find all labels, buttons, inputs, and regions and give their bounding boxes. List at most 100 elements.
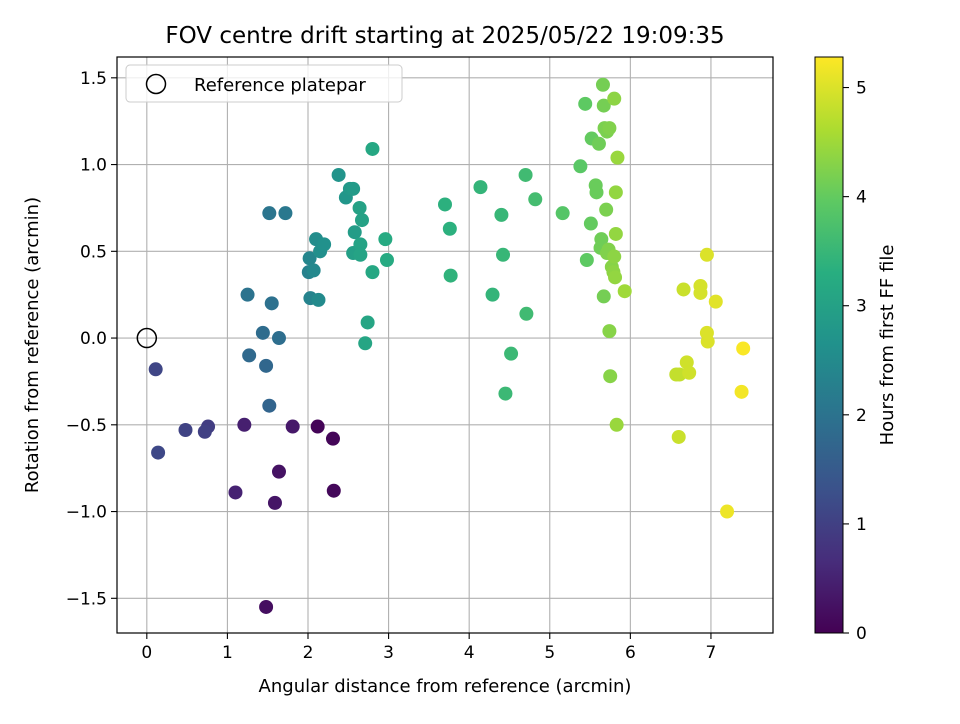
- colorbar-tick-label: 3: [856, 297, 867, 317]
- y-tick-label: −1.5: [66, 589, 107, 609]
- legend-label: Reference platepar: [194, 75, 366, 96]
- data-point: [473, 180, 488, 195]
- data-point: [608, 226, 623, 241]
- data-point: [607, 249, 622, 264]
- data-point: [555, 206, 570, 221]
- data-point: [310, 419, 325, 434]
- data-point: [599, 202, 614, 217]
- data-point: [360, 315, 375, 330]
- data-point: [285, 419, 300, 434]
- data-point: [148, 362, 163, 377]
- data-point: [259, 358, 274, 373]
- data-point: [589, 185, 604, 200]
- data-point: [573, 159, 588, 174]
- data-point: [504, 346, 519, 361]
- data-point: [603, 369, 618, 384]
- data-point: [583, 216, 598, 231]
- data-point: [317, 237, 332, 252]
- data-point: [311, 292, 326, 307]
- data-point: [578, 96, 593, 111]
- data-point: [151, 445, 166, 460]
- data-point: [353, 247, 368, 262]
- data-point: [602, 121, 617, 136]
- data-point: [354, 213, 369, 228]
- data-point: [264, 296, 279, 311]
- y-axis-title: Rotation from reference (arcmin): [22, 197, 43, 493]
- data-point: [519, 306, 534, 321]
- data-point: [494, 207, 509, 222]
- data-point: [331, 167, 346, 182]
- data-point: [700, 334, 715, 349]
- x-tick-label: 7: [706, 643, 717, 663]
- data-point: [237, 417, 252, 432]
- reference-platepar-marker: [136, 327, 158, 349]
- data-point: [607, 91, 622, 106]
- data-point: [228, 485, 243, 500]
- data-point: [609, 417, 624, 432]
- data-point: [278, 206, 293, 221]
- data-point: [178, 423, 193, 438]
- y-axis-label: Rotation from reference (arcmin): [22, 197, 43, 493]
- data-point: [699, 247, 714, 262]
- data-point: [325, 431, 340, 446]
- data-point: [671, 429, 686, 444]
- data-point: [608, 270, 623, 285]
- data-point: [306, 263, 321, 278]
- data-point: [579, 252, 594, 267]
- colorbar-tick-label: 4: [856, 188, 867, 208]
- data-point: [267, 495, 282, 510]
- data-point: [594, 232, 609, 247]
- data-point: [617, 284, 632, 299]
- data-point: [734, 384, 749, 399]
- colorbar-tick-label: 0: [856, 624, 867, 644]
- colorbar-ticks: 0 1 2 3 4 5: [843, 79, 867, 644]
- data-point: [443, 268, 458, 283]
- data-point: [518, 167, 533, 182]
- colorbar: 0 1 2 3 4 5 Hours from first FF file: [814, 56, 898, 644]
- y-tick-label: 1.5: [80, 69, 107, 89]
- x-tick-label: 3: [383, 643, 394, 663]
- y-tick-label: −0.5: [66, 416, 107, 436]
- x-tick-label: 1: [222, 643, 233, 663]
- data-point: [610, 150, 625, 165]
- data-point: [596, 289, 611, 304]
- data-point: [379, 252, 394, 267]
- x-tick-label: 4: [464, 643, 475, 663]
- data-point: [255, 325, 270, 340]
- data-point: [271, 331, 286, 346]
- data-point: [242, 348, 257, 363]
- data-point: [358, 336, 373, 351]
- data-point: [591, 136, 606, 151]
- data-point: [595, 77, 610, 92]
- data-point: [197, 424, 212, 439]
- y-tick-label: 1.0: [80, 156, 107, 176]
- y-tick-label: −1.0: [66, 503, 107, 523]
- x-tick-label: 2: [303, 643, 314, 663]
- data-point: [365, 141, 380, 156]
- data-point: [485, 287, 500, 302]
- data-point: [498, 386, 513, 401]
- data-point: [302, 251, 317, 266]
- y-tick-label: 0.0: [80, 329, 107, 349]
- data-point: [608, 185, 623, 200]
- data-point: [720, 504, 735, 519]
- colorbar-tick-label: 2: [856, 406, 867, 426]
- x-axis-title: Angular distance from reference (arcmin): [259, 676, 632, 697]
- data-point: [352, 200, 367, 215]
- data-point: [262, 206, 277, 221]
- data-points: [136, 77, 751, 614]
- data-point: [438, 197, 452, 212]
- data-point: [676, 282, 691, 297]
- data-point: [326, 483, 341, 498]
- colorbar-gradient: [814, 56, 844, 634]
- data-point: [528, 192, 543, 207]
- data-point: [693, 285, 708, 300]
- x-tick-label: 0: [141, 643, 152, 663]
- data-point: [596, 98, 611, 113]
- data-point: [708, 294, 723, 309]
- legend: Reference platepar: [125, 64, 403, 103]
- data-point: [442, 221, 457, 236]
- legend-box: [125, 64, 403, 103]
- data-point: [602, 324, 617, 339]
